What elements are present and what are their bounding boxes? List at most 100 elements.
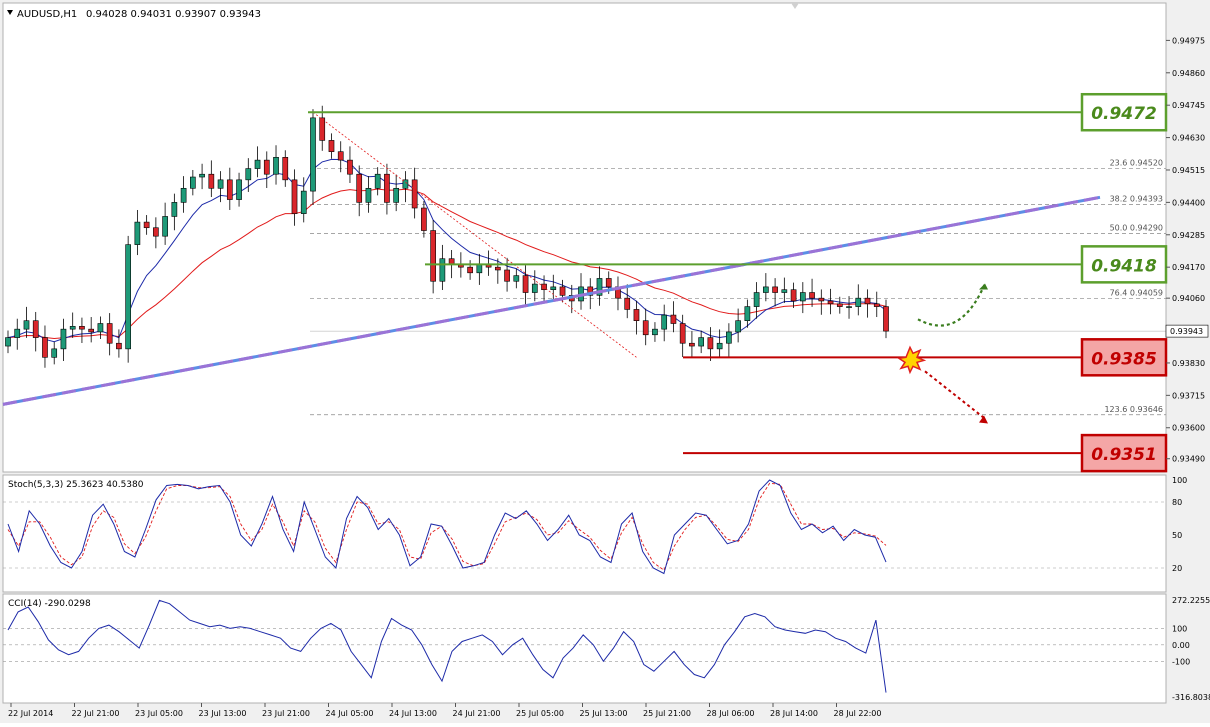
candle <box>799 282 806 314</box>
candle <box>171 193 178 231</box>
candle-body <box>772 286 778 293</box>
candle <box>402 171 409 203</box>
cci-tick-label: -316.8038 <box>1172 693 1210 702</box>
ascending-trendline <box>2 195 1101 406</box>
candle <box>374 167 381 196</box>
candle <box>32 311 39 352</box>
candle-body <box>559 286 566 296</box>
candle <box>263 151 270 189</box>
cci-tick-label: 0.00 <box>1172 641 1190 650</box>
candle-body <box>587 286 594 296</box>
price-tick-label: 0.94400 <box>1172 198 1205 207</box>
candle <box>531 270 538 302</box>
cci-title: CCI(14) -290.0298 <box>8 599 91 609</box>
candle <box>421 200 427 238</box>
price-pane <box>2 2 1167 473</box>
candle-body <box>88 328 95 333</box>
candle-body <box>652 328 658 336</box>
candle-body <box>707 337 714 350</box>
candle <box>846 296 852 319</box>
candle-body <box>726 331 732 344</box>
candle <box>652 322 658 342</box>
resistance-level-box <box>1080 245 1168 284</box>
candle-body <box>226 179 233 200</box>
candle-body <box>116 342 122 350</box>
stoch-tick-label: 100 <box>1172 476 1187 485</box>
candle <box>411 167 418 219</box>
candle-body <box>254 159 261 169</box>
candle-body <box>670 314 677 324</box>
candle <box>254 146 261 178</box>
candle <box>347 146 353 183</box>
candle-body <box>190 176 196 189</box>
cci-line <box>7 599 887 693</box>
time-tick-label: 24 Jul 13:00 <box>389 709 437 718</box>
candle <box>365 176 372 213</box>
candle <box>300 177 307 223</box>
time-tick-label: 25 Jul 13:00 <box>580 709 628 718</box>
candle <box>153 217 159 249</box>
candle-body <box>384 173 390 203</box>
candle <box>744 299 751 328</box>
candle-body <box>698 337 704 347</box>
candle-body <box>642 320 649 336</box>
candle-body <box>827 300 834 305</box>
candle <box>143 215 150 235</box>
candle <box>116 329 122 358</box>
candle <box>670 301 677 333</box>
cci-tick-label: 100 <box>1172 624 1187 633</box>
candle <box>642 308 649 346</box>
candle-body <box>291 179 298 214</box>
candle-body <box>753 292 760 307</box>
candle-body <box>79 326 85 330</box>
candle-body <box>51 348 58 358</box>
candle-body <box>356 173 363 203</box>
candle <box>883 299 889 339</box>
stoch-tick-label: 20 <box>1172 564 1182 573</box>
price-tick-label: 0.93715 <box>1172 391 1205 400</box>
candle-body <box>69 326 76 330</box>
price-tick-label: 0.93490 <box>1172 455 1205 464</box>
candle-body <box>476 264 483 274</box>
shift-marker-icon[interactable] <box>791 3 799 9</box>
price-tick-label: 0.94170 <box>1172 263 1205 272</box>
candle-body <box>689 342 695 347</box>
candle <box>88 317 95 343</box>
candle-body <box>310 117 316 192</box>
bullish-scenario-arrow <box>917 283 987 327</box>
ohlc-readout: 0.94028 0.94031 0.93907 0.93943 <box>86 9 261 20</box>
candle-body <box>23 320 30 330</box>
candle <box>199 163 205 190</box>
candle-body <box>236 179 242 200</box>
candle <box>827 288 834 315</box>
candle-body <box>347 159 353 175</box>
candle <box>513 268 520 289</box>
candle-body <box>716 342 723 350</box>
price-tick-label: 0.94860 <box>1172 69 1205 78</box>
bearish-scenario-arrow <box>924 370 985 419</box>
stoch-tick-label: 50 <box>1172 531 1182 540</box>
candle-body <box>365 187 372 203</box>
candle <box>763 273 769 302</box>
candle <box>698 330 704 354</box>
support-level-box <box>1080 338 1168 377</box>
price-tick-label: 0.94285 <box>1172 231 1205 240</box>
candle <box>190 169 196 196</box>
fib-level-label: 123.6 0.93646 <box>1104 405 1163 414</box>
candle <box>753 282 760 319</box>
breakout-burst-icon <box>896 345 927 375</box>
current-price-tag <box>1165 324 1209 338</box>
fib-level-label: 50.0 0.94290 <box>1110 223 1163 232</box>
collapse-triangle-icon[interactable] <box>7 10 13 15</box>
candle-body <box>263 159 270 175</box>
candle-body <box>439 258 446 282</box>
candle <box>522 265 529 305</box>
candle <box>735 308 741 343</box>
candle <box>60 318 67 361</box>
candle-body <box>781 289 788 293</box>
time-tick-label: 28 Jul 22:00 <box>834 709 882 718</box>
price-tick-label: 0.94975 <box>1172 36 1205 45</box>
candle <box>384 163 390 215</box>
candle <box>5 330 11 354</box>
cci-tick-label: 272.2255 <box>1172 596 1210 605</box>
